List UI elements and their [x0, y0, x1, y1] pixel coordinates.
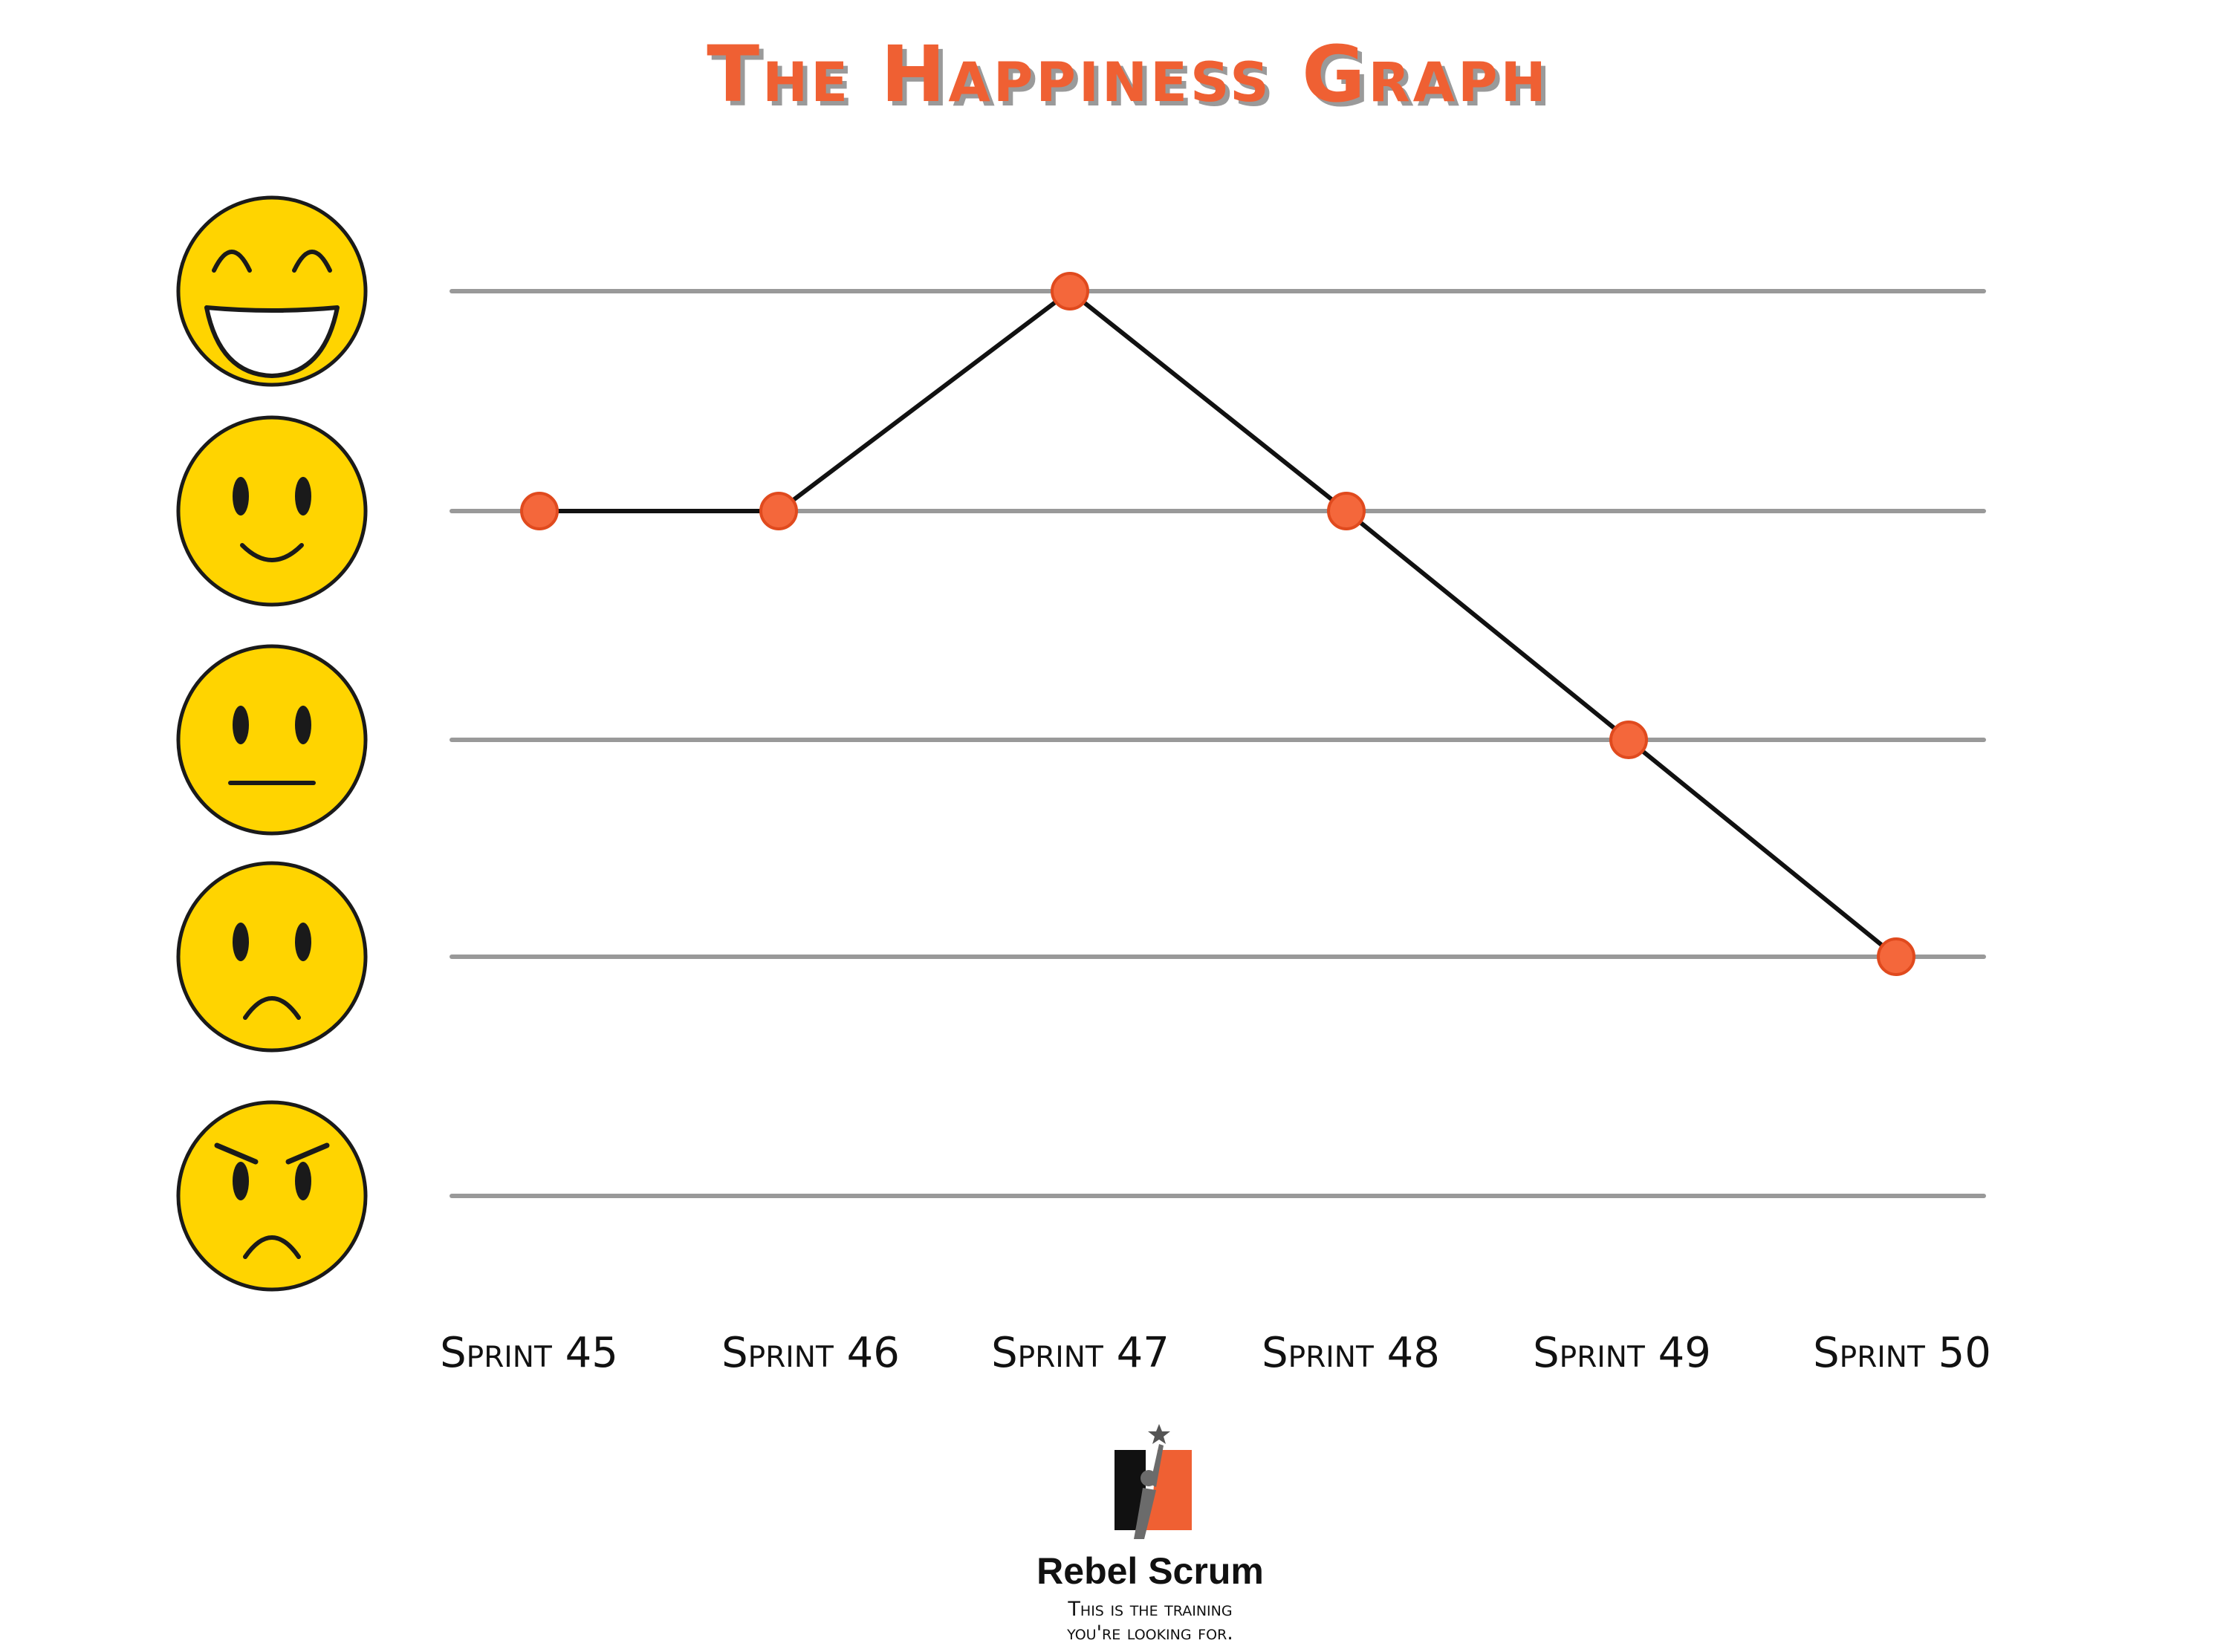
face-eye-left	[233, 706, 249, 744]
rebel-scrum-logo: Rebel Scrum This is the training you're …	[1036, 1424, 1264, 1645]
data-point-sprint-46	[759, 492, 798, 530]
face-circle	[176, 1100, 368, 1292]
face-eye-left	[233, 1162, 249, 1200]
face-eye-right	[292, 250, 332, 273]
data-point-sprint-47	[1051, 272, 1089, 310]
chart-title: The Happiness Graph	[707, 29, 1549, 120]
chart-title-shadow: The Happiness Graph	[711, 33, 1554, 124]
logo-tagline-line1: This is the training	[1067, 1598, 1232, 1621]
data-point-sprint-49	[1609, 721, 1648, 759]
face-circle	[176, 861, 368, 1053]
y-axis-faces	[176, 195, 368, 1292]
series-line	[539, 288, 1898, 959]
x-tick-label: Sprint 49	[1533, 1329, 1711, 1377]
data-point-sprint-50	[1877, 937, 1915, 976]
grid-lines	[450, 289, 1986, 1198]
x-tick-label: Sprint 46	[721, 1329, 900, 1377]
face-mouth	[204, 305, 340, 378]
logo-star-icon	[1148, 1424, 1170, 1444]
logo-figure-arm-icon	[1150, 1444, 1164, 1487]
face-mouth	[243, 1235, 301, 1259]
data-point-sprint-45	[520, 492, 559, 530]
logo-tagline-line2: you're looking for.	[1066, 1622, 1233, 1645]
angry-face-icon	[176, 1100, 368, 1292]
neutral-face-icon	[176, 644, 368, 836]
face-eye-right	[295, 706, 311, 744]
x-tick-label: Sprint 48	[1262, 1329, 1440, 1377]
face-circle	[176, 415, 368, 607]
logo-icon	[1114, 1424, 1192, 1539]
very-happy-face-icon	[176, 195, 368, 387]
x-axis-ticks: Sprint 45 Sprint 46 Sprint 47 Sprint 48 Spri…	[440, 1329, 1991, 1377]
face-eye-right	[295, 1162, 311, 1200]
data-point-sprint-48	[1327, 492, 1366, 530]
x-tick-label: Sprint 47	[991, 1329, 1169, 1377]
face-brow-left	[214, 1142, 259, 1165]
face-circle	[176, 644, 368, 836]
x-tick-label: Sprint 50	[1813, 1329, 1991, 1377]
face-mouth	[240, 543, 304, 562]
face-eye-left	[212, 250, 252, 273]
logo-name: Rebel Scrum	[1036, 1550, 1264, 1592]
face-mouth	[243, 996, 301, 1020]
series-happiness	[520, 272, 1915, 976]
sad-face-icon	[176, 861, 368, 1053]
face-brow-right	[285, 1142, 330, 1165]
face-eye-right	[295, 923, 311, 961]
logo-figure-body-icon	[1134, 1488, 1156, 1539]
face-eye-right	[295, 477, 311, 516]
chart-title-group: The Happiness Graph The Happiness Graph	[707, 29, 1554, 124]
x-tick-label: Sprint 45	[440, 1329, 618, 1377]
face-eye-left	[233, 923, 249, 961]
face-eye-left	[233, 477, 249, 516]
happy-face-icon	[176, 415, 368, 607]
